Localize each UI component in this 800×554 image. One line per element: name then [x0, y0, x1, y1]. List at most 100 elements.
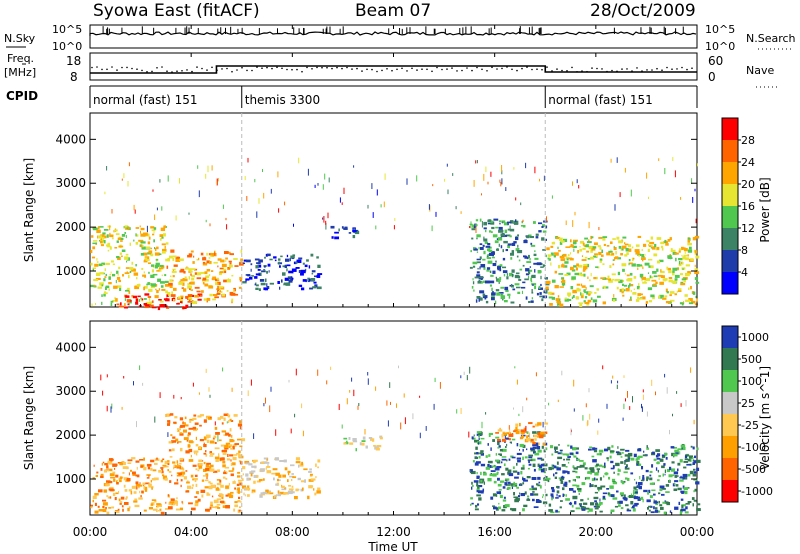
echo-cell: [298, 464, 300, 468]
echo-cell: [113, 285, 118, 289]
echo-cell: [295, 488, 299, 492]
echo-cell: [513, 481, 515, 485]
echo-cell: [221, 496, 224, 500]
echo-cell: [501, 461, 503, 464]
echo-cell: [173, 466, 175, 470]
echo-cell: [695, 255, 700, 259]
echo-cell: [179, 457, 184, 461]
echo-cell: [578, 264, 583, 268]
echo-cell: [675, 484, 679, 487]
echo-cell: [495, 467, 500, 471]
echo-cell: [466, 375, 468, 381]
echo-cell: [206, 475, 208, 480]
echo-cell: [597, 486, 603, 490]
echo-cell: [538, 481, 541, 484]
echo-cell: [100, 468, 103, 471]
echo-cell: [687, 237, 691, 241]
echo-cell: [509, 228, 515, 232]
echo-cell: [343, 437, 348, 440]
echo-cell: [474, 462, 479, 466]
echo-cell: [217, 289, 220, 292]
echo-cell: [511, 273, 514, 278]
echo-cell: [504, 300, 508, 303]
echo-cell: [673, 282, 676, 285]
echo-cell: [141, 246, 146, 250]
echo-cell: [520, 467, 525, 470]
echo-cell: [167, 469, 170, 472]
echo-cell: [535, 233, 539, 236]
echo-cell: [103, 292, 108, 295]
echo-cell: [610, 509, 615, 513]
echo-cell: [239, 482, 243, 486]
echo-cell: [588, 291, 593, 294]
echo-cell: [161, 288, 166, 291]
echo-cell: [630, 501, 634, 505]
echo-cell: [532, 431, 537, 434]
echo-cell: [602, 495, 606, 499]
echo-cell: [509, 429, 511, 435]
echo-cell: [565, 494, 567, 497]
echo-cell: [695, 218, 697, 224]
echo-cell: [523, 255, 527, 258]
echo-cell: [162, 474, 165, 477]
echo-cell: [100, 374, 102, 381]
echo-cell: [499, 449, 503, 452]
echo-cell: [542, 501, 548, 505]
echo-cell: [137, 295, 141, 298]
echo-cell: [550, 467, 554, 470]
echo-cell: [648, 244, 650, 247]
echo-cell: [180, 300, 183, 304]
echo-cell: [570, 286, 574, 290]
echo-cell: [147, 296, 152, 298]
echo-cell: [480, 471, 482, 476]
echo-cell: [592, 246, 597, 249]
echo-cell: [206, 269, 211, 272]
echo-cell: [517, 291, 521, 295]
echo-cell: [598, 449, 604, 453]
echo-cell: [542, 230, 547, 233]
echo-cell: [480, 463, 486, 467]
echo-cell: [222, 505, 227, 509]
echo-cell: [633, 490, 635, 493]
echo-cell: [275, 429, 277, 436]
echo-cell: [672, 447, 678, 449]
echo-cell: [488, 252, 493, 256]
echo-cell: [266, 466, 271, 468]
echo-cell: [606, 245, 610, 247]
echo-cell: [262, 478, 265, 481]
echo-cell: [636, 456, 640, 460]
echo-cell: [604, 462, 606, 466]
echo-cell: [610, 510, 612, 514]
echo-cell: [681, 278, 686, 281]
echo-cell: [534, 452, 539, 456]
echo-cell: [126, 299, 131, 303]
echo-cell: [571, 269, 576, 272]
echo-cell: [516, 379, 518, 385]
echo-cell: [217, 265, 219, 268]
echo-cell: [268, 270, 270, 273]
nave-dot: [456, 70, 458, 72]
echo-cell: [554, 451, 559, 454]
echo-cell: [612, 375, 614, 379]
echo-cell: [288, 277, 292, 280]
echo-cell: [298, 157, 300, 164]
echo-cell: [602, 236, 608, 239]
echo-cell: [525, 425, 527, 433]
echo-cell: [628, 457, 630, 461]
echo-cell: [558, 265, 561, 269]
nave-dot: [466, 67, 468, 69]
echo-cell: [561, 277, 565, 280]
echo-cell: [642, 498, 644, 503]
echo-cell: [636, 460, 640, 465]
echo-cell: [492, 291, 494, 294]
echo-cell: [238, 481, 241, 484]
echo-cell: [219, 500, 225, 504]
echo-cell: [679, 451, 681, 455]
echo-cell: [654, 243, 657, 248]
echo-cell: [229, 253, 234, 256]
echo-cell: [124, 232, 127, 234]
echo-cell: [181, 467, 184, 470]
echo-cell: [196, 272, 202, 276]
echo-cell: [219, 479, 222, 483]
echo-cell: [151, 229, 156, 232]
